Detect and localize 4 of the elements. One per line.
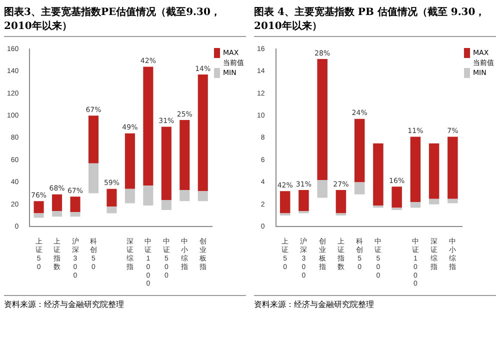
- text: 资料来源：经济与金融研究院整理: [4, 295, 246, 310]
- chart-title: 图表 4、主要宽基指数 PB 估值情况（截至 9.30，2010年以来）: [254, 6, 496, 37]
- text: 资料来源：经济与金融研究院整理: [254, 295, 496, 310]
- chart-title: 图表3、主要宽基指数PE估值情况（截至9.30，2010年以来）: [4, 6, 246, 37]
